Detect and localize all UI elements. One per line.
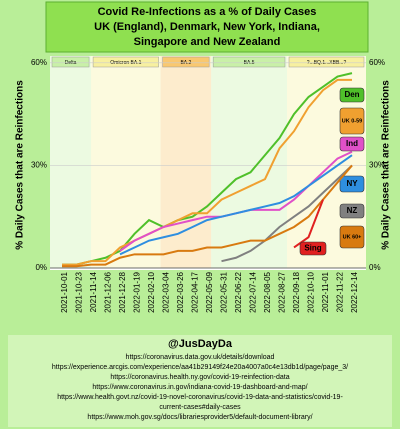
legend-box: [299, 241, 327, 256]
legend-box: [339, 87, 365, 103]
y-axis-title: % Daily Cases that are Reinfections: [15, 80, 26, 250]
x-tick-label: 2022-06-22: [234, 271, 243, 312]
legend-label: Ind: [346, 139, 358, 148]
x-tick-label: 2022-11-22: [336, 271, 345, 312]
x-tick-label: 2021-12-06: [104, 271, 113, 312]
legend-box: [339, 225, 365, 249]
legend-label: Sing: [304, 244, 321, 253]
y-tick-label: 30%: [369, 161, 385, 170]
legend-box: [339, 175, 365, 193]
plot-area: [50, 56, 366, 270]
legend-box: [339, 107, 365, 135]
series-line: [62, 78, 352, 266]
title-box: [45, 1, 369, 53]
legend-label: NY: [346, 179, 358, 188]
x-tick-label: 2022-02-10: [147, 271, 156, 312]
x-tick-label: 2021-12-28: [118, 271, 127, 312]
source-link: https://www.coronavirus.in.gov/indiana-c…: [92, 384, 307, 391]
x-tick-label: 2022-05-09: [205, 271, 214, 312]
legend-label: UK 60+: [343, 234, 362, 240]
x-tick-label: 2022-12-14: [350, 271, 359, 312]
source-link: https://www.moh.gov.sg/docs/librariespro…: [87, 414, 312, 421]
series-line: [221, 164, 353, 263]
legend-box: [339, 203, 365, 219]
y-tick-label: 0%: [35, 263, 47, 272]
source-link: https://coronavirus.health.ny.gov/covid-…: [110, 374, 289, 381]
series-line: [293, 199, 324, 249]
x-tick-label: 2022-03-04: [162, 271, 171, 312]
series-line: [62, 164, 353, 268]
variant-period: [50, 56, 92, 268]
x-tick-label: 2021-11-14: [89, 271, 98, 312]
source-link: https://coronavirus.data.gov.uk/details/…: [126, 354, 275, 361]
y-tick-label: 30%: [31, 161, 47, 170]
variant-label-box: [162, 56, 210, 68]
chart-title: Singapore and New Zealand: [134, 36, 281, 48]
variant-period: [91, 56, 161, 268]
x-tick-label: 2022-07-14: [249, 271, 258, 312]
x-tick-label: 2022-11-01: [321, 271, 330, 312]
x-tick-label: 2022-04-17: [191, 271, 200, 312]
x-tick-label: 2022-05-31: [220, 271, 229, 312]
source-link: current-cases#daily-cases: [159, 404, 241, 411]
variant-label-box: [288, 56, 365, 68]
variant-label-box: [51, 56, 90, 68]
x-tick-label: 2022-03-26: [176, 271, 185, 312]
chart-title: UK (England), Denmark, New York, Indiana…: [94, 21, 320, 33]
chart-title: Covid Re-Infections as a % of Daily Case…: [98, 6, 317, 18]
x-tick-label: 2022-09-18: [292, 271, 301, 312]
legend-label: UK 0-59: [342, 118, 362, 124]
x-tick-label: 2022-08-05: [263, 271, 272, 312]
x-tick-label: 2022-08-27: [278, 271, 287, 312]
variant-label-box: [92, 56, 159, 68]
y-tick-label: 60%: [369, 58, 385, 67]
y-tick-label: 0%: [369, 263, 381, 272]
x-tick-label: 2022-01-19: [133, 271, 142, 312]
x-tick-label: 2022-10-10: [307, 271, 316, 312]
y-tick-label: 60%: [31, 58, 47, 67]
x-tick-label: 2021-10-23: [75, 271, 84, 312]
footer-box: [8, 335, 392, 427]
source-link: https://experience.arcgis.com/experience…: [52, 364, 348, 371]
legend-label: Den: [344, 90, 359, 99]
series-line: [119, 154, 353, 256]
x-tick-label: 2021-10-01: [60, 271, 69, 312]
variant-period: [160, 56, 212, 268]
variant-label-box: [212, 56, 286, 68]
legend-label: NZ: [347, 206, 358, 215]
source-link: https://www.health.govt.nz/covid-19-nove…: [57, 394, 343, 401]
handle: @JusDayDa: [168, 338, 233, 350]
y-axis-title: % Daily Cases that are Reinfections: [381, 80, 392, 250]
legend-box: [339, 136, 365, 152]
